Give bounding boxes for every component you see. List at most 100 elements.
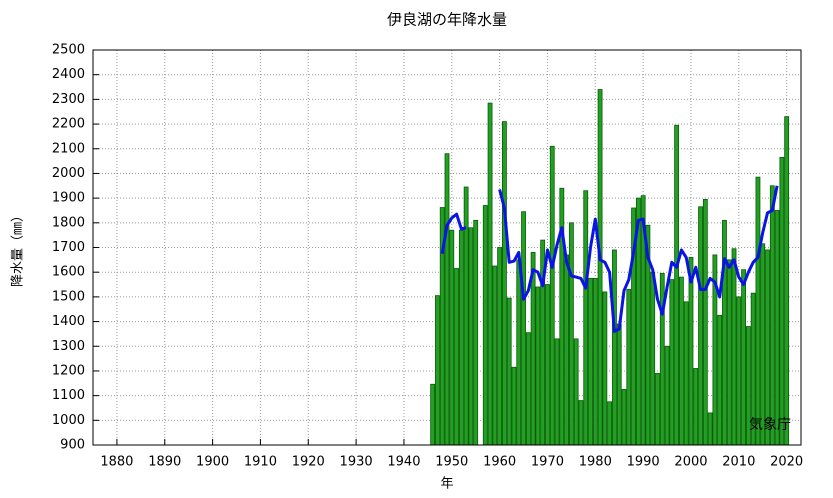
bar [664, 345, 670, 446]
bar [755, 176, 761, 446]
x-tick-label: 2010 [722, 455, 755, 470]
bar [487, 102, 493, 446]
x-tick-label: 1910 [244, 455, 277, 470]
bar [693, 368, 699, 446]
y-tick-label: 900 [60, 438, 85, 453]
y-tick-label: 2400 [52, 67, 85, 82]
bar [497, 247, 503, 446]
y-tick-label: 1100 [52, 388, 85, 403]
bar [702, 198, 708, 446]
bar [525, 332, 531, 446]
bar [674, 124, 680, 446]
x-tick-label: 1900 [196, 455, 229, 470]
bar [468, 227, 474, 446]
bar [626, 289, 632, 446]
bar [683, 301, 689, 446]
bar [588, 277, 593, 446]
bar [731, 248, 737, 446]
bar [597, 89, 603, 446]
x-tick-label: 1920 [292, 455, 325, 470]
bar [760, 243, 766, 446]
bar [602, 291, 608, 446]
bar [549, 145, 555, 446]
bar [568, 222, 574, 446]
bar [717, 314, 723, 446]
bar [430, 383, 436, 446]
bar [463, 186, 469, 446]
bar [444, 153, 450, 446]
x-tick-label: 1880 [100, 455, 133, 470]
bar [458, 229, 464, 446]
bar [583, 190, 589, 446]
moving-average-line [440, 185, 779, 333]
y-tick-label: 2100 [52, 141, 85, 156]
x-tick-label: 1990 [627, 455, 660, 470]
bar [741, 269, 746, 446]
x-tick-label: 1980 [579, 455, 612, 470]
y-tick-label: 1900 [52, 191, 85, 206]
bar [435, 295, 440, 446]
bar [774, 210, 780, 446]
x-tick-label: 1960 [483, 455, 516, 470]
x-tick-label: 1930 [340, 455, 373, 470]
y-tick-label: 2500 [52, 43, 85, 58]
bar [506, 297, 512, 446]
bar [621, 389, 627, 446]
bar [607, 401, 613, 446]
x-axis-label: 年 [440, 477, 453, 492]
y-tick-label: 1400 [52, 314, 85, 329]
y-tick-label: 1500 [52, 289, 85, 304]
bar [592, 277, 598, 446]
bar [722, 219, 727, 446]
x-tick-label: 1970 [531, 455, 564, 470]
bar [545, 284, 550, 446]
bar [698, 206, 703, 446]
bar [688, 256, 694, 446]
bar [784, 116, 790, 446]
bar [612, 249, 617, 446]
bar [707, 412, 713, 446]
plot-frame [92, 49, 802, 446]
bar [564, 254, 569, 446]
bar [765, 249, 770, 446]
y-tick-label: 1800 [52, 215, 85, 230]
y-tick-label: 1300 [52, 339, 85, 354]
bar [669, 279, 675, 446]
y-tick-label: 1700 [52, 240, 85, 255]
bar [511, 366, 517, 446]
bar [502, 121, 507, 446]
y-tick-label: 1600 [52, 265, 85, 280]
bar [769, 185, 775, 446]
bar [454, 268, 459, 446]
y-tick-label: 2200 [52, 117, 85, 132]
x-tick-label: 1890 [148, 455, 181, 470]
bar [516, 259, 522, 446]
annotation: 気象庁 [749, 417, 791, 433]
y-tick-label: 2000 [52, 166, 85, 181]
x-tick-label: 1950 [435, 455, 468, 470]
x-tick-label: 2020 [770, 455, 803, 470]
y-tick-label: 1200 [52, 363, 85, 378]
bar [554, 338, 560, 446]
bar [736, 296, 742, 446]
bar [578, 400, 584, 446]
x-tick-label: 1940 [387, 455, 420, 470]
bar [535, 286, 541, 446]
bar [726, 259, 732, 446]
bar [573, 338, 579, 446]
bar [482, 205, 488, 446]
x-tick-label: 2000 [674, 455, 707, 470]
bar [779, 156, 785, 446]
bar [521, 211, 526, 446]
y-tick-label: 1000 [52, 413, 85, 428]
bar [616, 323, 622, 446]
chart-title: 伊良湖の年降水量 [387, 11, 507, 29]
bar [449, 229, 455, 446]
bar [492, 265, 498, 446]
y-axis-label: 降水量（㎜） [11, 209, 26, 287]
bar [650, 271, 656, 446]
bar [473, 219, 479, 446]
bar [655, 373, 660, 446]
y-tick-label: 2300 [52, 92, 85, 107]
